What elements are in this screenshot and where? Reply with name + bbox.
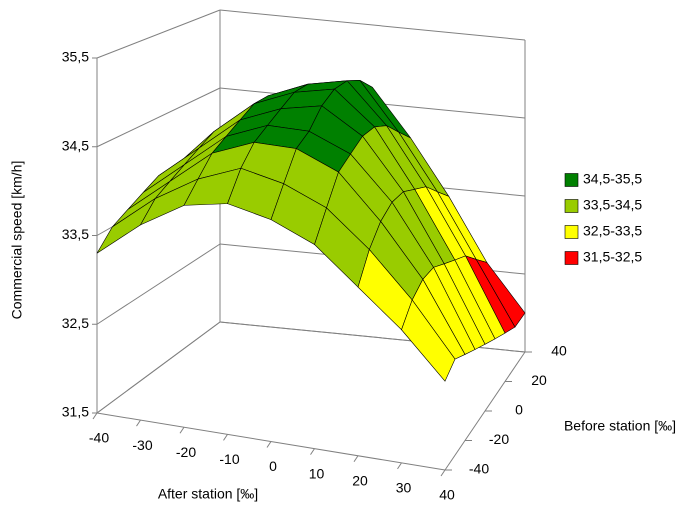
x-axis-title: After station [‰] (158, 486, 258, 502)
z-tick-label: 35,5 (62, 49, 89, 65)
legend-swatch (564, 199, 579, 213)
tick-mark (266, 441, 272, 448)
tick-mark (223, 434, 228, 441)
tick-mark (136, 419, 141, 427)
y-axis-title: Before station [‰] (564, 418, 676, 434)
x-tick-label: 20 (352, 472, 368, 488)
grid-line (96, 9, 221, 59)
tick-mark (179, 426, 185, 434)
grid-line (219, 9, 526, 41)
tick-mark (353, 455, 359, 463)
legend-swatch (564, 173, 579, 187)
legend-swatch (564, 225, 579, 239)
y-tick-label: -20 (489, 431, 509, 447)
surface-cell (96, 198, 156, 254)
legend-label: 32,5-33,5 (583, 223, 642, 239)
x-tick-label: 0 (269, 458, 277, 474)
tick-mark (440, 469, 446, 477)
legend-label: 31,5-32,5 (583, 249, 642, 265)
legend-label: 34,5-35,5 (583, 171, 642, 187)
x-tick-label: 10 (309, 465, 325, 481)
grid-line (96, 87, 221, 148)
x-tick-label: -40 (89, 430, 109, 446)
z-tick-label: 32,5 (62, 315, 89, 331)
y-tick-label: -40 (469, 461, 489, 477)
x-tick-label: -10 (219, 451, 239, 467)
grid-line (96, 321, 221, 414)
surface-cell (401, 299, 456, 382)
z-tick-label: 31,5 (62, 404, 89, 420)
x-tick-label: 40 (439, 487, 455, 503)
tick-mark (310, 448, 315, 455)
x-tick-label: 30 (396, 480, 412, 496)
tick-mark (92, 412, 98, 420)
tick-mark (397, 462, 402, 470)
grid-line (96, 243, 221, 325)
x-tick-label: -20 (176, 444, 196, 460)
y-tick-label: 40 (551, 343, 567, 359)
x-tick-label: -30 (132, 437, 152, 453)
y-tick-label: 0 (515, 402, 523, 418)
z-tick-label: 34,5 (62, 137, 89, 153)
legend-swatch (564, 251, 579, 265)
legend-label: 33,5-34,5 (583, 197, 642, 213)
z-axis-title: Commercial speed [km/h] (9, 161, 25, 320)
y-tick-label: 20 (531, 372, 547, 388)
z-tick-label: 33,5 (62, 226, 89, 242)
